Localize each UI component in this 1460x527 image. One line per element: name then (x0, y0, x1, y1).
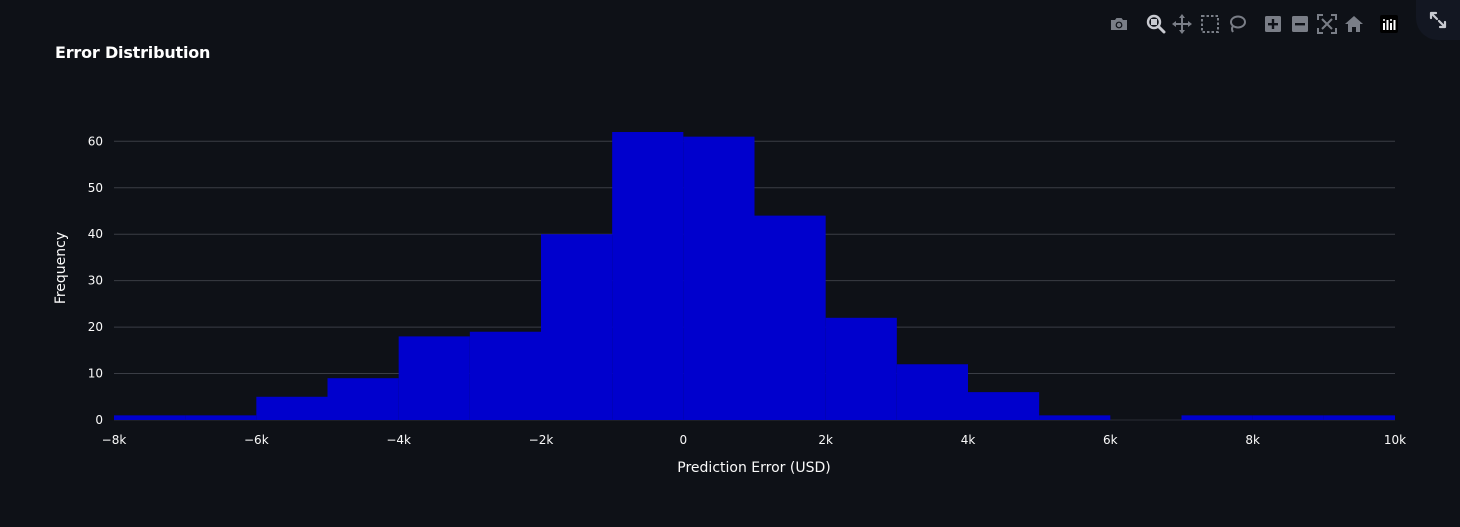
histogram-bar[interactable] (1323, 415, 1395, 420)
histogram-bar[interactable] (1252, 415, 1324, 420)
x-tick-label: −2k (529, 433, 554, 447)
y-tick-label: 60 (88, 134, 103, 148)
histogram-bar[interactable] (968, 392, 1040, 420)
histogram-bar[interactable] (256, 396, 328, 420)
x-tick-label: 8k (1245, 433, 1260, 447)
x-tick-label: −6k (244, 433, 269, 447)
histogram-bar[interactable] (541, 234, 613, 420)
autoscale-icon[interactable] (1316, 12, 1338, 36)
y-tick-label: 50 (88, 181, 103, 195)
histogram-bar[interactable] (185, 415, 257, 420)
pan-icon[interactable] (1171, 12, 1193, 36)
expand-icon (1429, 11, 1447, 29)
y-tick-label: 0 (95, 413, 103, 427)
x-axis-label: Prediction Error (USD) (677, 460, 830, 476)
zoom-out-icon[interactable] (1289, 12, 1311, 36)
x-tick-label: 6k (1103, 433, 1118, 447)
x-tick-label: −4k (386, 433, 411, 447)
lasso-select-icon[interactable] (1226, 12, 1248, 36)
histogram-bar[interactable] (754, 215, 826, 420)
y-tick-label: 40 (88, 227, 103, 241)
x-tick-label: 4k (961, 433, 976, 447)
camera-icon[interactable] (1108, 12, 1130, 36)
histogram-bar[interactable] (114, 415, 186, 420)
zoom-in-icon[interactable] (1262, 12, 1284, 36)
x-tick-label: 0 (680, 433, 688, 447)
histogram-bar[interactable] (896, 364, 968, 420)
x-tick-label: 2k (818, 433, 833, 447)
histogram-bar[interactable] (398, 336, 470, 420)
histogram-bar[interactable] (825, 317, 897, 420)
y-tick-label: 30 (88, 274, 103, 288)
fullscreen-button[interactable] (1416, 0, 1460, 40)
y-tick-label: 10 (88, 367, 103, 381)
histogram-bar[interactable] (1039, 415, 1111, 420)
histogram-bar[interactable] (1181, 415, 1253, 420)
histogram-bar[interactable] (469, 331, 541, 420)
x-axis-ticks: −8k −6k −4k −2k 0 2k 4k 6k 8k 10k (102, 433, 1406, 447)
box-select-icon[interactable] (1199, 12, 1221, 36)
y-axis-ticks: 0 10 20 30 40 50 60 (88, 134, 103, 427)
y-axis-label: Frequency (53, 232, 69, 304)
plotly-logo-icon[interactable] (1378, 12, 1400, 36)
reset-axes-icon[interactable] (1343, 12, 1365, 36)
histogram-bar[interactable] (683, 136, 755, 420)
chart-title: Error Distribution (55, 43, 211, 62)
y-tick-label: 20 (88, 320, 103, 334)
x-tick-label: 10k (1384, 433, 1406, 447)
histogram-bars (114, 132, 1395, 420)
zoom-icon[interactable] (1145, 12, 1167, 36)
x-tick-label: −8k (102, 433, 127, 447)
histogram-bar[interactable] (327, 378, 399, 420)
histogram-bar[interactable] (612, 132, 684, 420)
